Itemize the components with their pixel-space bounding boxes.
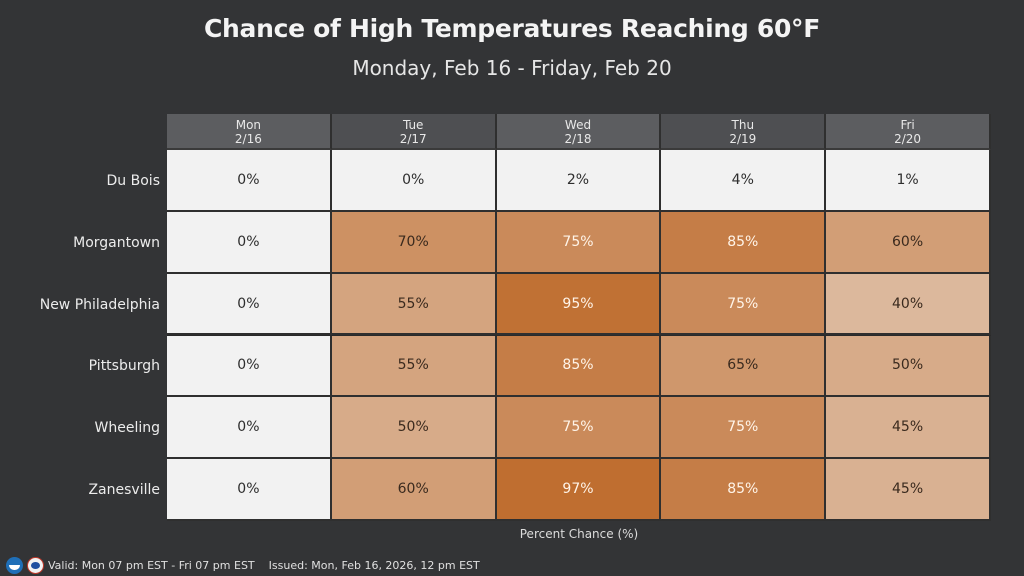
heatmap-cell: 70% <box>331 211 497 274</box>
column-header-tue: Tue 2/17 <box>331 114 497 150</box>
heatmap-grid: Mon 2/16 Tue 2/17 Wed 2/18 Thu 2/19 Fri 2/20 0% 0% 2… <box>167 114 991 521</box>
heatmap-cell: 65% <box>661 335 827 398</box>
heatmap-cell: 0% <box>167 150 332 212</box>
heatmap-cell: 85% <box>661 211 827 274</box>
column-date: 2/20 <box>894 132 922 146</box>
row-label: Zanesville <box>88 482 160 499</box>
column-header-wed: Wed 2/18 <box>496 114 662 150</box>
footer: Valid: Mon 07 pm EST - Fri 07 pm EST Iss… <box>6 556 480 574</box>
chart-subtitle: Monday, Feb 16 - Friday, Feb 20 <box>352 56 672 80</box>
column-header-fri: Fri 2/20 <box>826 114 991 150</box>
column-day: Wed <box>564 118 592 132</box>
heatmap-cell: 85% <box>661 459 827 521</box>
heatmap-cell: 0% <box>167 335 332 398</box>
heatmap-cell: 0% <box>167 459 332 521</box>
heatmap-cell: 55% <box>331 273 497 336</box>
heatmap-cell: 95% <box>496 273 662 336</box>
heatmap-cell: 45% <box>826 397 991 460</box>
heatmap-cell: 40% <box>826 273 991 336</box>
heatmap-cell: 75% <box>496 211 662 274</box>
row-label: Wheeling <box>94 420 160 437</box>
heatmap-cell: 2% <box>496 150 662 212</box>
heatmap-cell: 50% <box>826 335 991 398</box>
heatmap-cell: 4% <box>661 150 827 212</box>
heatmap-cell: 0% <box>167 211 332 274</box>
column-date: 2/18 <box>564 132 592 146</box>
column-header-mon: Mon 2/16 <box>167 114 332 150</box>
heatmap-cell: 0% <box>331 150 497 212</box>
row-label: Pittsburgh <box>88 358 160 375</box>
heatmap-cell: 97% <box>496 459 662 521</box>
heatmap-cell: 50% <box>331 397 497 460</box>
chart-title: Chance of High Temperatures Reaching 60°… <box>203 14 821 43</box>
issued-time: Issued: Mon, Feb 16, 2026, 12 pm EST <box>268 558 480 572</box>
noaa-logo-icon <box>6 556 23 574</box>
column-day: Thu <box>731 118 755 132</box>
column-header-thu: Thu 2/19 <box>661 114 827 150</box>
nws-logo-icon <box>27 556 44 574</box>
heatmap-cell: 75% <box>661 273 827 336</box>
row-label: Morgantown <box>73 234 160 251</box>
heatmap-cell: 75% <box>661 397 827 460</box>
row-label: New Philadelphia <box>39 296 160 313</box>
column-date: 2/19 <box>729 132 757 146</box>
valid-time: Valid: Mon 07 pm EST - Fri 07 pm EST <box>48 558 255 572</box>
heatmap-cell: 85% <box>496 335 662 398</box>
column-day: Fri <box>900 118 915 132</box>
row-label: Du Bois <box>106 172 160 189</box>
heatmap-cell: 1% <box>826 150 991 212</box>
column-day: Tue <box>402 118 424 132</box>
heatmap-cell: 75% <box>496 397 662 460</box>
heatmap-cell: 0% <box>167 397 332 460</box>
column-date: 2/17 <box>399 132 427 146</box>
heatmap-cell: 0% <box>167 273 332 336</box>
heatmap-cell: 45% <box>826 459 991 521</box>
heatmap-cell: 60% <box>331 459 497 521</box>
heatmap-cell: 60% <box>826 211 991 274</box>
column-day: Mon <box>235 118 262 132</box>
column-date: 2/16 <box>234 132 262 146</box>
heatmap-cell: 55% <box>331 335 497 398</box>
x-axis-label: Percent Chance (%) <box>519 527 639 541</box>
